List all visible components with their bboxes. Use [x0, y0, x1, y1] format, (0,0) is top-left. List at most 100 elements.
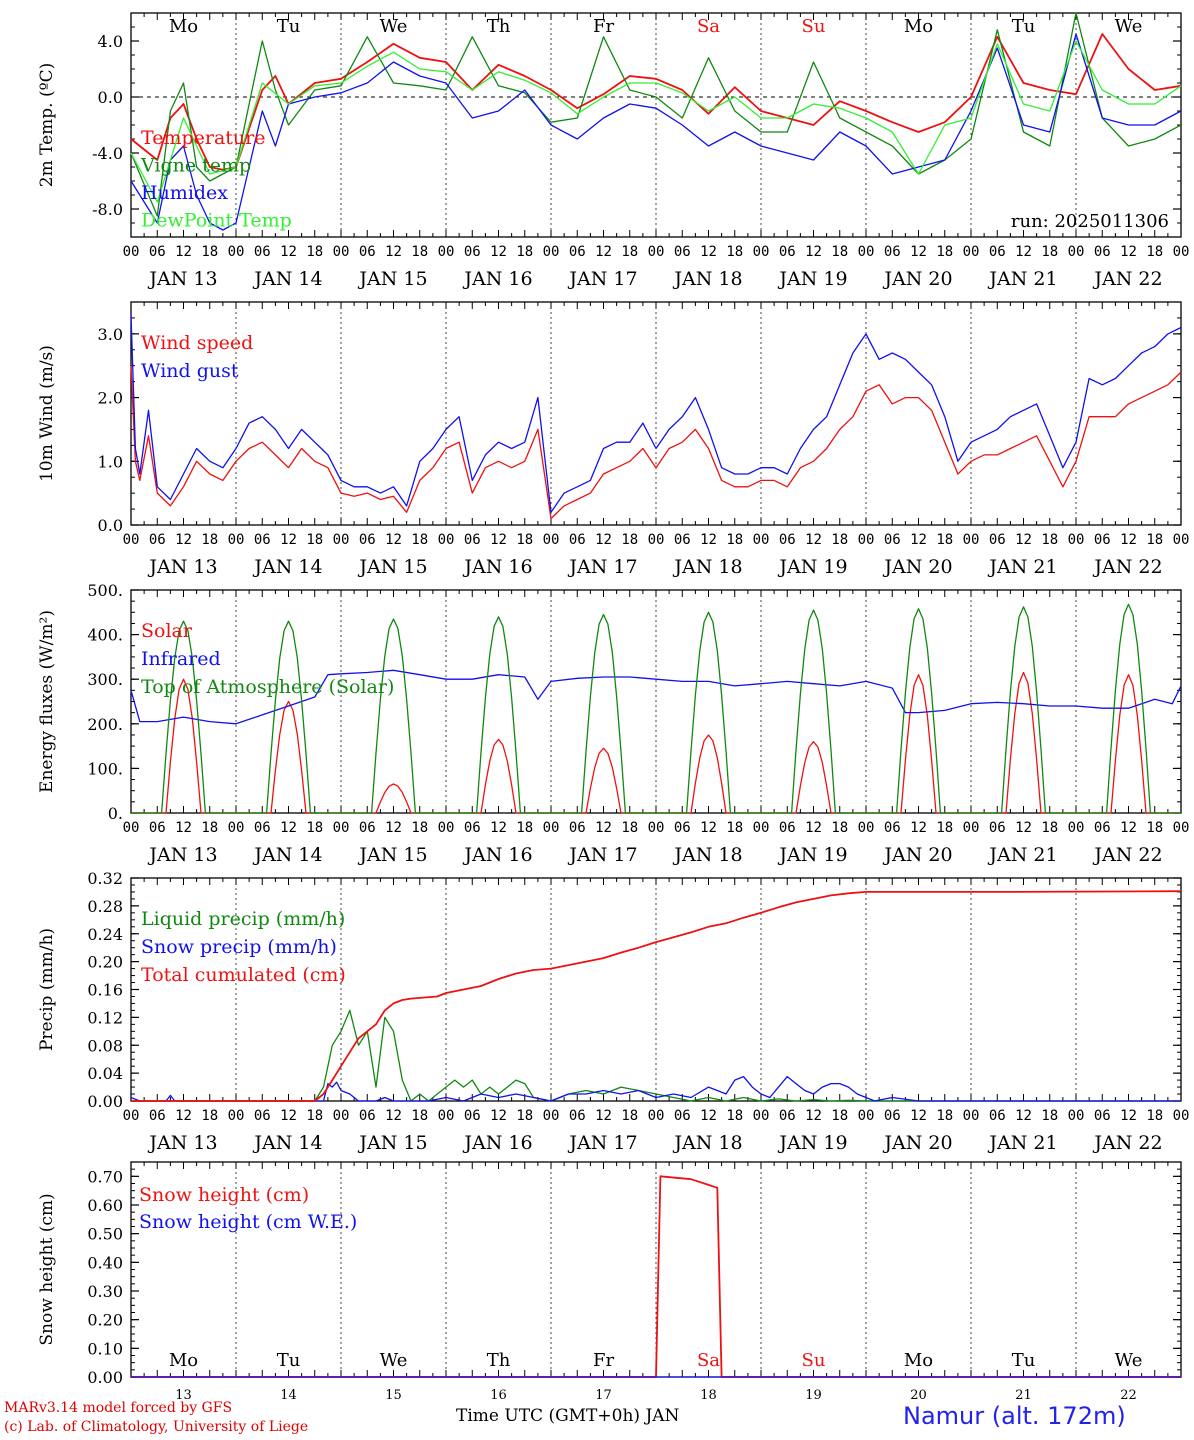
hour-label: 18 [516, 820, 533, 836]
hour-label: 06 [674, 820, 691, 836]
hour-label: 06 [1094, 532, 1111, 548]
hour-label: 12 [280, 532, 297, 548]
hour-label: 00 [228, 244, 245, 260]
hour-label: 06 [569, 532, 586, 548]
legend-entry: DewPoint Temp [141, 210, 292, 232]
date-label: JAN 13 [147, 556, 217, 578]
date-label: JAN 15 [357, 844, 427, 866]
hour-label: 00 [648, 820, 665, 836]
date-label: JAN 20 [882, 268, 952, 290]
hour-label: 00 [543, 244, 560, 260]
date-label: JAN 22 [1092, 556, 1162, 578]
hour-label: 06 [674, 532, 691, 548]
hour-label: 00 [228, 820, 245, 836]
hour-label: 18 [1146, 820, 1163, 836]
legend-entry: Solar [141, 620, 193, 642]
hour-label: 00 [858, 820, 875, 836]
hour-label: 18 [1041, 532, 1058, 548]
hour-label: 12 [385, 1108, 402, 1124]
hour-label: 00 [753, 532, 770, 548]
hour-label: 12 [175, 820, 192, 836]
hour-label: 06 [254, 1108, 271, 1124]
panel-5: 0.70 0.60 0.50 0.40 0.30 0.20 0.10 0.00 Snow hei… [37, 1161, 1182, 1403]
y-tick-label: 400. [87, 626, 123, 645]
day-number-label: 19 [805, 1388, 822, 1403]
date-label: JAN 22 [1092, 268, 1162, 290]
hour-label: 00 [438, 820, 455, 836]
y-tick-label: -4.0 [92, 144, 123, 163]
date-label: JAN 21 [987, 556, 1057, 578]
date-label: JAN 21 [987, 1132, 1057, 1154]
hour-label: 18 [831, 1108, 848, 1124]
day-name-label: We [380, 1350, 408, 1371]
hour-label: 18 [1041, 244, 1058, 260]
hour-label: 18 [411, 244, 428, 260]
hour-label: 00 [753, 820, 770, 836]
series-line-red [130, 365, 1182, 520]
hour-label: 00 [963, 1108, 980, 1124]
hour-label: 12 [700, 532, 717, 548]
y-axis-label: Snow height (cm) [37, 1193, 57, 1345]
hour-label: 00 [333, 532, 350, 548]
hour-label: 18 [831, 820, 848, 836]
hour-label: 06 [989, 820, 1006, 836]
hour-label: 18 [411, 820, 428, 836]
series-line-green [130, 12, 1182, 217]
hour-label: 06 [1094, 820, 1111, 836]
date-label: JAN 18 [672, 556, 742, 578]
y-tick-label: 0.32 [87, 869, 123, 888]
station-title: Namur (alt. 172m) [903, 1402, 1126, 1430]
hour-label: 18 [1146, 244, 1163, 260]
day-name-label: Mo [904, 1350, 933, 1371]
hour-label: 18 [306, 244, 323, 260]
hour-label: 18 [936, 244, 953, 260]
hour-label: 00 [1068, 244, 1085, 260]
hour-label: 06 [884, 1108, 901, 1124]
hour-label: 12 [595, 244, 612, 260]
hour-label: 00 [438, 1108, 455, 1124]
hour-label: 18 [411, 532, 428, 548]
date-label: JAN 17 [567, 1132, 637, 1154]
hour-label: 06 [359, 820, 376, 836]
y-tick-label: 0.70 [87, 1167, 123, 1186]
hour-label: 18 [726, 244, 743, 260]
hour-label: 12 [700, 244, 717, 260]
hour-label: 12 [490, 820, 507, 836]
day-number-label: 18 [700, 1388, 717, 1403]
date-label: JAN 15 [357, 1132, 427, 1154]
y-tick-label: 200. [87, 715, 123, 734]
y-tick-label: 1.0 [98, 452, 123, 471]
hour-label: 18 [726, 820, 743, 836]
legend-entry: Infrared [141, 648, 221, 670]
hour-label: 06 [779, 532, 796, 548]
legend-entry: Total cumulated (cm) [141, 964, 346, 986]
date-label: JAN 14 [252, 556, 322, 578]
hour-label: 12 [805, 532, 822, 548]
hour-label: 00 [1068, 820, 1085, 836]
hour-label: 12 [175, 532, 192, 548]
date-label: JAN 16 [462, 268, 532, 290]
hour-label: 12 [490, 244, 507, 260]
hour-label: 06 [464, 1108, 481, 1124]
day-name-label: Tu [1012, 1350, 1036, 1371]
hour-label: 06 [1094, 1108, 1111, 1124]
hour-label: 06 [569, 820, 586, 836]
y-tick-label: 0. [108, 804, 123, 823]
y-tick-label: 500. [87, 581, 123, 600]
hour-label: 06 [149, 244, 166, 260]
hour-label: 18 [621, 244, 638, 260]
hour-label: 12 [805, 820, 822, 836]
legend-entry: Wind speed [141, 332, 253, 354]
hour-label: 06 [149, 820, 166, 836]
y-tick-label: 0.28 [87, 897, 123, 916]
y-tick-label: 0.00 [87, 1092, 123, 1111]
hour-label: 18 [621, 532, 638, 548]
day-number-label: 17 [595, 1388, 612, 1403]
y-tick-label: 0.0 [98, 88, 123, 107]
y-tick-label: 100. [87, 759, 123, 778]
date-label: JAN 17 [567, 268, 637, 290]
hour-label: 00 [543, 1108, 560, 1124]
date-label: JAN 13 [147, 268, 217, 290]
hour-label: 06 [779, 1108, 796, 1124]
